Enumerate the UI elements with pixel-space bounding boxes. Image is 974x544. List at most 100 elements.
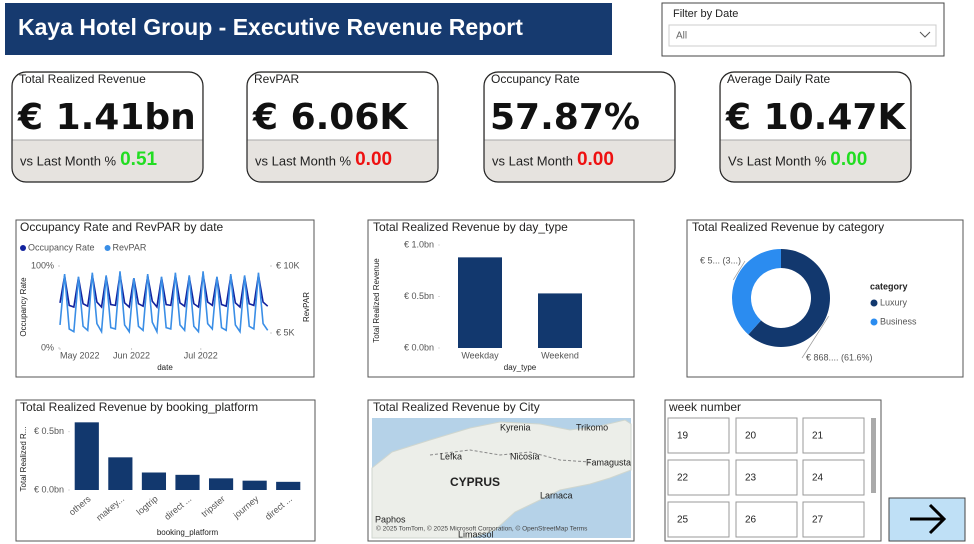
header-bar — [5, 3, 612, 55]
map-label: Paphos — [375, 514, 406, 524]
y-tick-label: € 1.0bn — [404, 239, 434, 249]
x-tick-label: May 2022 — [60, 350, 100, 360]
y-tick-label: € 0.5bn — [404, 291, 434, 301]
legend-marker — [870, 318, 878, 326]
bar — [74, 422, 99, 490]
y-tick-label: 100% — [31, 260, 54, 270]
slicer-option[interactable] — [802, 501, 865, 538]
slicer-option[interactable] — [667, 459, 730, 496]
chart-title: Total Realized Revenue by booking_platfo… — [20, 400, 258, 414]
leader-line — [801, 315, 829, 359]
slicer-option-label: 23 — [745, 473, 757, 484]
kpi-card-top — [485, 102, 674, 140]
slicer-title: week number — [668, 400, 741, 414]
y2-tick-label: € 5K — [276, 327, 295, 337]
donut-slice — [748, 249, 830, 347]
data-label: € 5... (3...) — [700, 255, 741, 265]
map-label: CYPRUS — [450, 475, 500, 489]
y-tick-label: € 0.5bn — [34, 426, 64, 436]
map-label: Lefka — [440, 451, 462, 461]
slicer-option[interactable] — [667, 501, 730, 538]
dropdown-chevron — [919, 31, 931, 38]
kpi-value: € 10.47K — [725, 97, 906, 138]
kpi-title: Occupancy Rate — [491, 72, 580, 86]
chart-title: Occupancy Rate and RevPAR by date — [20, 220, 224, 234]
slicer-option[interactable] — [735, 417, 798, 454]
kpi-value: 57.87% — [490, 97, 640, 138]
legend-label: RevPAR — [113, 242, 147, 252]
x-axis-label: date — [157, 363, 173, 372]
slicer-option-label: 21 — [812, 431, 824, 442]
bar — [538, 293, 582, 348]
legend-marker — [870, 299, 878, 307]
bar — [458, 257, 502, 348]
slicer-option-label: 25 — [677, 515, 689, 526]
bar — [141, 472, 167, 490]
x-axis-label: booking_platform — [157, 528, 219, 537]
data-label: € 868.... (61.6%) — [806, 352, 873, 362]
slicer-option[interactable] — [735, 459, 798, 496]
y2-tick-label: € 10K — [276, 260, 300, 270]
slicer-option-label: 20 — [745, 431, 757, 442]
slicer-option-label: 22 — [677, 473, 689, 484]
bar — [175, 474, 200, 490]
slicer-option-label: 26 — [745, 515, 757, 526]
y-axis-label: Total Realized Revenue — [372, 258, 381, 343]
slicer-option[interactable] — [735, 501, 798, 538]
map-label: Trikomo — [576, 422, 608, 432]
kpi-card-top — [721, 102, 910, 140]
chart-title: Total Realized Revenue by day_type — [373, 220, 568, 234]
x-axis-label: day_type — [504, 363, 537, 372]
map-label: Larnaca — [540, 490, 573, 500]
slicer-option-label: 27 — [812, 515, 824, 526]
kpi-card-border — [11, 71, 204, 183]
slicer-option-label: 19 — [677, 431, 689, 442]
series-line — [59, 271, 269, 335]
map-label: Nicosia — [510, 451, 540, 461]
x-tick-label: Weekday — [461, 350, 499, 360]
kpi-value: € 1.41bn — [17, 97, 196, 138]
x-tick-label: Jun 2022 — [113, 350, 150, 360]
slicer-option[interactable] — [802, 459, 865, 496]
slicer-scrollbar[interactable] — [871, 418, 876, 493]
kpi-value: € 6.06K — [252, 97, 408, 138]
chart-panel — [15, 399, 316, 542]
kpi-card-border — [483, 71, 676, 183]
kpi-compare-value: 0.51 — [120, 149, 157, 170]
slicer-option-label: 24 — [812, 473, 824, 484]
chart-title: Total Realized Revenue by category — [692, 220, 884, 234]
bar — [276, 481, 301, 490]
series-line — [59, 274, 269, 309]
map-credits: © 2025 TomTom, © 2025 Microsoft Corporat… — [376, 525, 588, 533]
legend-title: category — [870, 281, 908, 291]
donut-slice — [732, 249, 781, 335]
kpi-card-top — [13, 102, 202, 140]
kpi-card-border — [246, 71, 439, 183]
map-label: Limassol — [458, 529, 494, 539]
bar — [242, 480, 267, 490]
arrow-icon — [910, 503, 947, 535]
map-title: Total Realized Revenue by City — [373, 400, 540, 414]
filter-label: Filter by Date — [673, 8, 738, 20]
y-tick-label: 0% — [41, 342, 54, 352]
legend-marker — [104, 245, 111, 251]
map-label: Famagusta — [586, 457, 631, 467]
y2-axis-label: RevPAR — [302, 292, 311, 322]
map-border — [429, 449, 591, 463]
slicer-option[interactable] — [667, 417, 730, 454]
filter-dropdown[interactable] — [668, 24, 937, 47]
kpi-compare-value: 0.00 — [830, 149, 867, 170]
kpi-compare-label: vs Last Month — [492, 153, 573, 168]
kpi-title: Average Daily Rate — [727, 72, 830, 86]
x-tick-label: Weekend — [541, 350, 579, 360]
kpi-card-top — [248, 102, 437, 140]
kpi-card-border — [719, 71, 912, 183]
leader-line — [733, 260, 746, 281]
legend-label: Occupancy Rate — [28, 242, 95, 252]
y-tick-label: € 0.0bn — [404, 342, 434, 352]
kpi-title: RevPAR — [254, 72, 299, 86]
bar — [108, 457, 133, 490]
legend-label: Luxury — [880, 297, 908, 307]
slicer-option[interactable] — [802, 417, 865, 454]
